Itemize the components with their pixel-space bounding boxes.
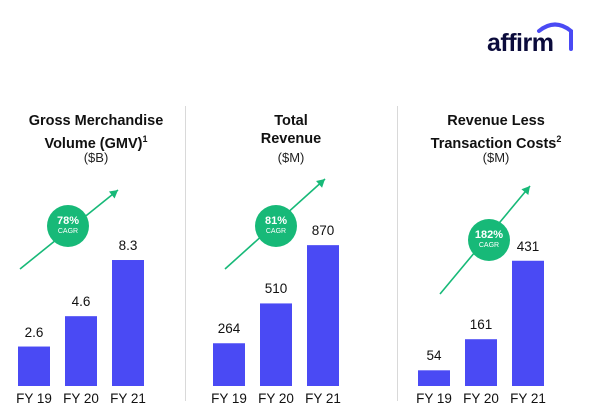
- logo-text: affirm: [487, 29, 554, 57]
- rltc-title: Revenue Less Transaction Costs2: [408, 112, 584, 153]
- rltc-chart: [418, 185, 544, 386]
- rltc-category-label-1: FY 19: [416, 391, 452, 406]
- rltc-unit: ($M): [482, 150, 510, 165]
- rltc-title-line-2: Transaction Costs: [430, 135, 557, 152]
- gmv-title-line-1: Gross Merchandise: [28, 113, 164, 129]
- rltc-bar-2: [465, 339, 497, 386]
- logo-arc: [537, 22, 573, 51]
- revenue-bar-3: [307, 245, 339, 386]
- divider-left: [185, 106, 186, 401]
- gmv-category-label-2: FY 20: [63, 391, 99, 406]
- gmv-title: Gross Merchandise Volume (GMV)1: [8, 112, 184, 153]
- rltc-value-label-2: 161: [469, 317, 493, 333]
- revenue-panel: Total Revenue ($M) 81% CAGR 264 FY 19 510 F…: [203, 104, 379, 416]
- gmv-bar-2: [65, 316, 97, 386]
- revenue-cagr-value: 81%: [264, 215, 288, 227]
- gmv-value-label-2: 4.6: [71, 294, 91, 310]
- rltc-cagr-value: 182%: [474, 229, 504, 241]
- revenue-title-line-1: Total: [274, 113, 308, 129]
- revenue-category-label-1: FY 19: [211, 391, 247, 406]
- revenue-value-label-2: 510: [264, 281, 288, 297]
- rltc-title-line-1: Revenue Less: [447, 113, 545, 129]
- gmv-bar-3: [112, 260, 144, 386]
- revenue-unit: ($M): [277, 150, 305, 165]
- gmv-cagr-badge: 78% CAGR: [47, 205, 89, 247]
- revenue-cagr-label: CAGR: [265, 228, 287, 235]
- revenue-cagr-badge: 81% CAGR: [255, 205, 297, 247]
- revenue-title-line-2: Revenue: [260, 131, 322, 147]
- revenue-value-label-1: 264: [217, 321, 241, 337]
- revenue-title: Total Revenue: [203, 112, 379, 148]
- affirm-logo: affirm: [485, 22, 575, 57]
- rltc-cagr-badge: 182% CAGR: [468, 219, 510, 261]
- rltc-cagr-label: CAGR: [478, 242, 500, 249]
- gmv-unit: ($B): [83, 150, 109, 165]
- divider-right: [397, 106, 398, 401]
- rltc-bar-3: [512, 260, 544, 386]
- rltc-category-label-2: FY 20: [463, 391, 499, 406]
- revenue-bar-1: [213, 343, 245, 386]
- gmv-chart: [18, 189, 144, 386]
- revenue-chart: [213, 178, 339, 386]
- gmv-category-label-1: FY 19: [16, 391, 52, 406]
- revenue-category-label-3: FY 21: [305, 391, 341, 406]
- gmv-panel: Gross Merchandise Volume (GMV)1 ($B) 78%…: [8, 104, 184, 416]
- revenue-growth-arrowhead: [316, 179, 325, 188]
- gmv-value-label-1: 2.6: [24, 324, 44, 340]
- revenue-category-label-2: FY 20: [258, 391, 294, 406]
- revenue-bar-2: [260, 303, 292, 386]
- rltc-bar-1: [418, 370, 450, 386]
- gmv-cagr-label: CAGR: [57, 228, 79, 235]
- rltc-panel: Revenue Less Transaction Costs2 ($M) 182…: [408, 104, 584, 416]
- gmv-bar-1: [18, 346, 50, 386]
- rltc-footnote: 2: [556, 134, 562, 144]
- gmv-value-label-3: 8.3: [118, 238, 138, 254]
- rltc-value-label-3: 431: [516, 238, 540, 254]
- gmv-cagr-value: 78%: [56, 215, 80, 227]
- rltc-growth-arrowhead: [521, 186, 530, 196]
- rltc-value-label-1: 54: [426, 348, 442, 364]
- gmv-category-label-3: FY 21: [110, 391, 146, 406]
- gmv-growth-arrowhead: [108, 190, 118, 199]
- rltc-category-label-3: FY 21: [510, 391, 546, 406]
- revenue-value-label-3: 870: [311, 223, 335, 239]
- gmv-title-line-2: Volume (GMV): [44, 135, 143, 152]
- gmv-footnote: 1: [142, 134, 148, 144]
